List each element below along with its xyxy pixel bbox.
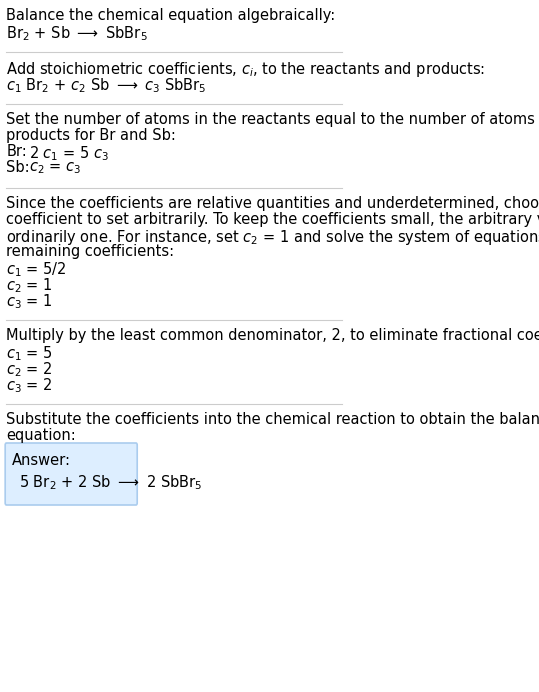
Text: Br:: Br: — [6, 144, 27, 159]
Text: equation:: equation: — [6, 428, 76, 443]
Text: ordinarily one. For instance, set $c_2$ = 1 and solve the system of equations fo: ordinarily one. For instance, set $c_2$ … — [6, 228, 539, 247]
Text: Set the number of atoms in the reactants equal to the number of atoms in the: Set the number of atoms in the reactants… — [6, 112, 539, 127]
Text: remaining coefficients:: remaining coefficients: — [6, 244, 175, 259]
Text: $c_{3}$ = 2: $c_{3}$ = 2 — [6, 376, 53, 394]
Text: $c_{3}$ = 1: $c_{3}$ = 1 — [6, 292, 53, 311]
Text: Add stoichiometric coefficients, $c_i$, to the reactants and products:: Add stoichiometric coefficients, $c_i$, … — [6, 60, 486, 79]
Text: $c_{2}$ = 2: $c_{2}$ = 2 — [6, 360, 53, 379]
Text: $c_{1}$ = 5: $c_{1}$ = 5 — [6, 344, 53, 363]
Text: Balance the chemical equation algebraically:: Balance the chemical equation algebraica… — [6, 8, 336, 23]
Text: 2 $c_{1}$ = 5 $c_{3}$: 2 $c_{1}$ = 5 $c_{3}$ — [29, 144, 109, 163]
Text: $c_{1}$ Br$_{2}$ + $c_{2}$ Sb $\longrightarrow$ $c_{3}$ SbBr$_{5}$: $c_{1}$ Br$_{2}$ + $c_{2}$ Sb $\longrigh… — [6, 76, 207, 95]
Text: Sb:: Sb: — [6, 160, 30, 175]
Text: Since the coefficients are relative quantities and underdetermined, choose a: Since the coefficients are relative quan… — [6, 196, 539, 211]
Text: $c_{1}$ = 5/2: $c_{1}$ = 5/2 — [6, 260, 67, 279]
Text: $c_{2}$ = $c_{3}$: $c_{2}$ = $c_{3}$ — [29, 160, 81, 176]
FancyBboxPatch shape — [5, 443, 137, 505]
Text: $c_{2}$ = 1: $c_{2}$ = 1 — [6, 276, 53, 295]
Text: coefficient to set arbitrarily. To keep the coefficients small, the arbitrary va: coefficient to set arbitrarily. To keep … — [6, 212, 539, 227]
Text: Br$_{2}$ + Sb $\longrightarrow$ SbBr$_{5}$: Br$_{2}$ + Sb $\longrightarrow$ SbBr$_{5… — [6, 24, 148, 43]
Text: Substitute the coefficients into the chemical reaction to obtain the balanced: Substitute the coefficients into the che… — [6, 412, 539, 427]
Text: 5 Br$_{2}$ + 2 Sb $\longrightarrow$ 2 SbBr$_{5}$: 5 Br$_{2}$ + 2 Sb $\longrightarrow$ 2 Sb… — [19, 473, 203, 492]
Text: Multiply by the least common denominator, 2, to eliminate fractional coefficient: Multiply by the least common denominator… — [6, 328, 539, 343]
Text: products for Br and Sb:: products for Br and Sb: — [6, 128, 176, 143]
Text: Answer:: Answer: — [12, 453, 71, 468]
